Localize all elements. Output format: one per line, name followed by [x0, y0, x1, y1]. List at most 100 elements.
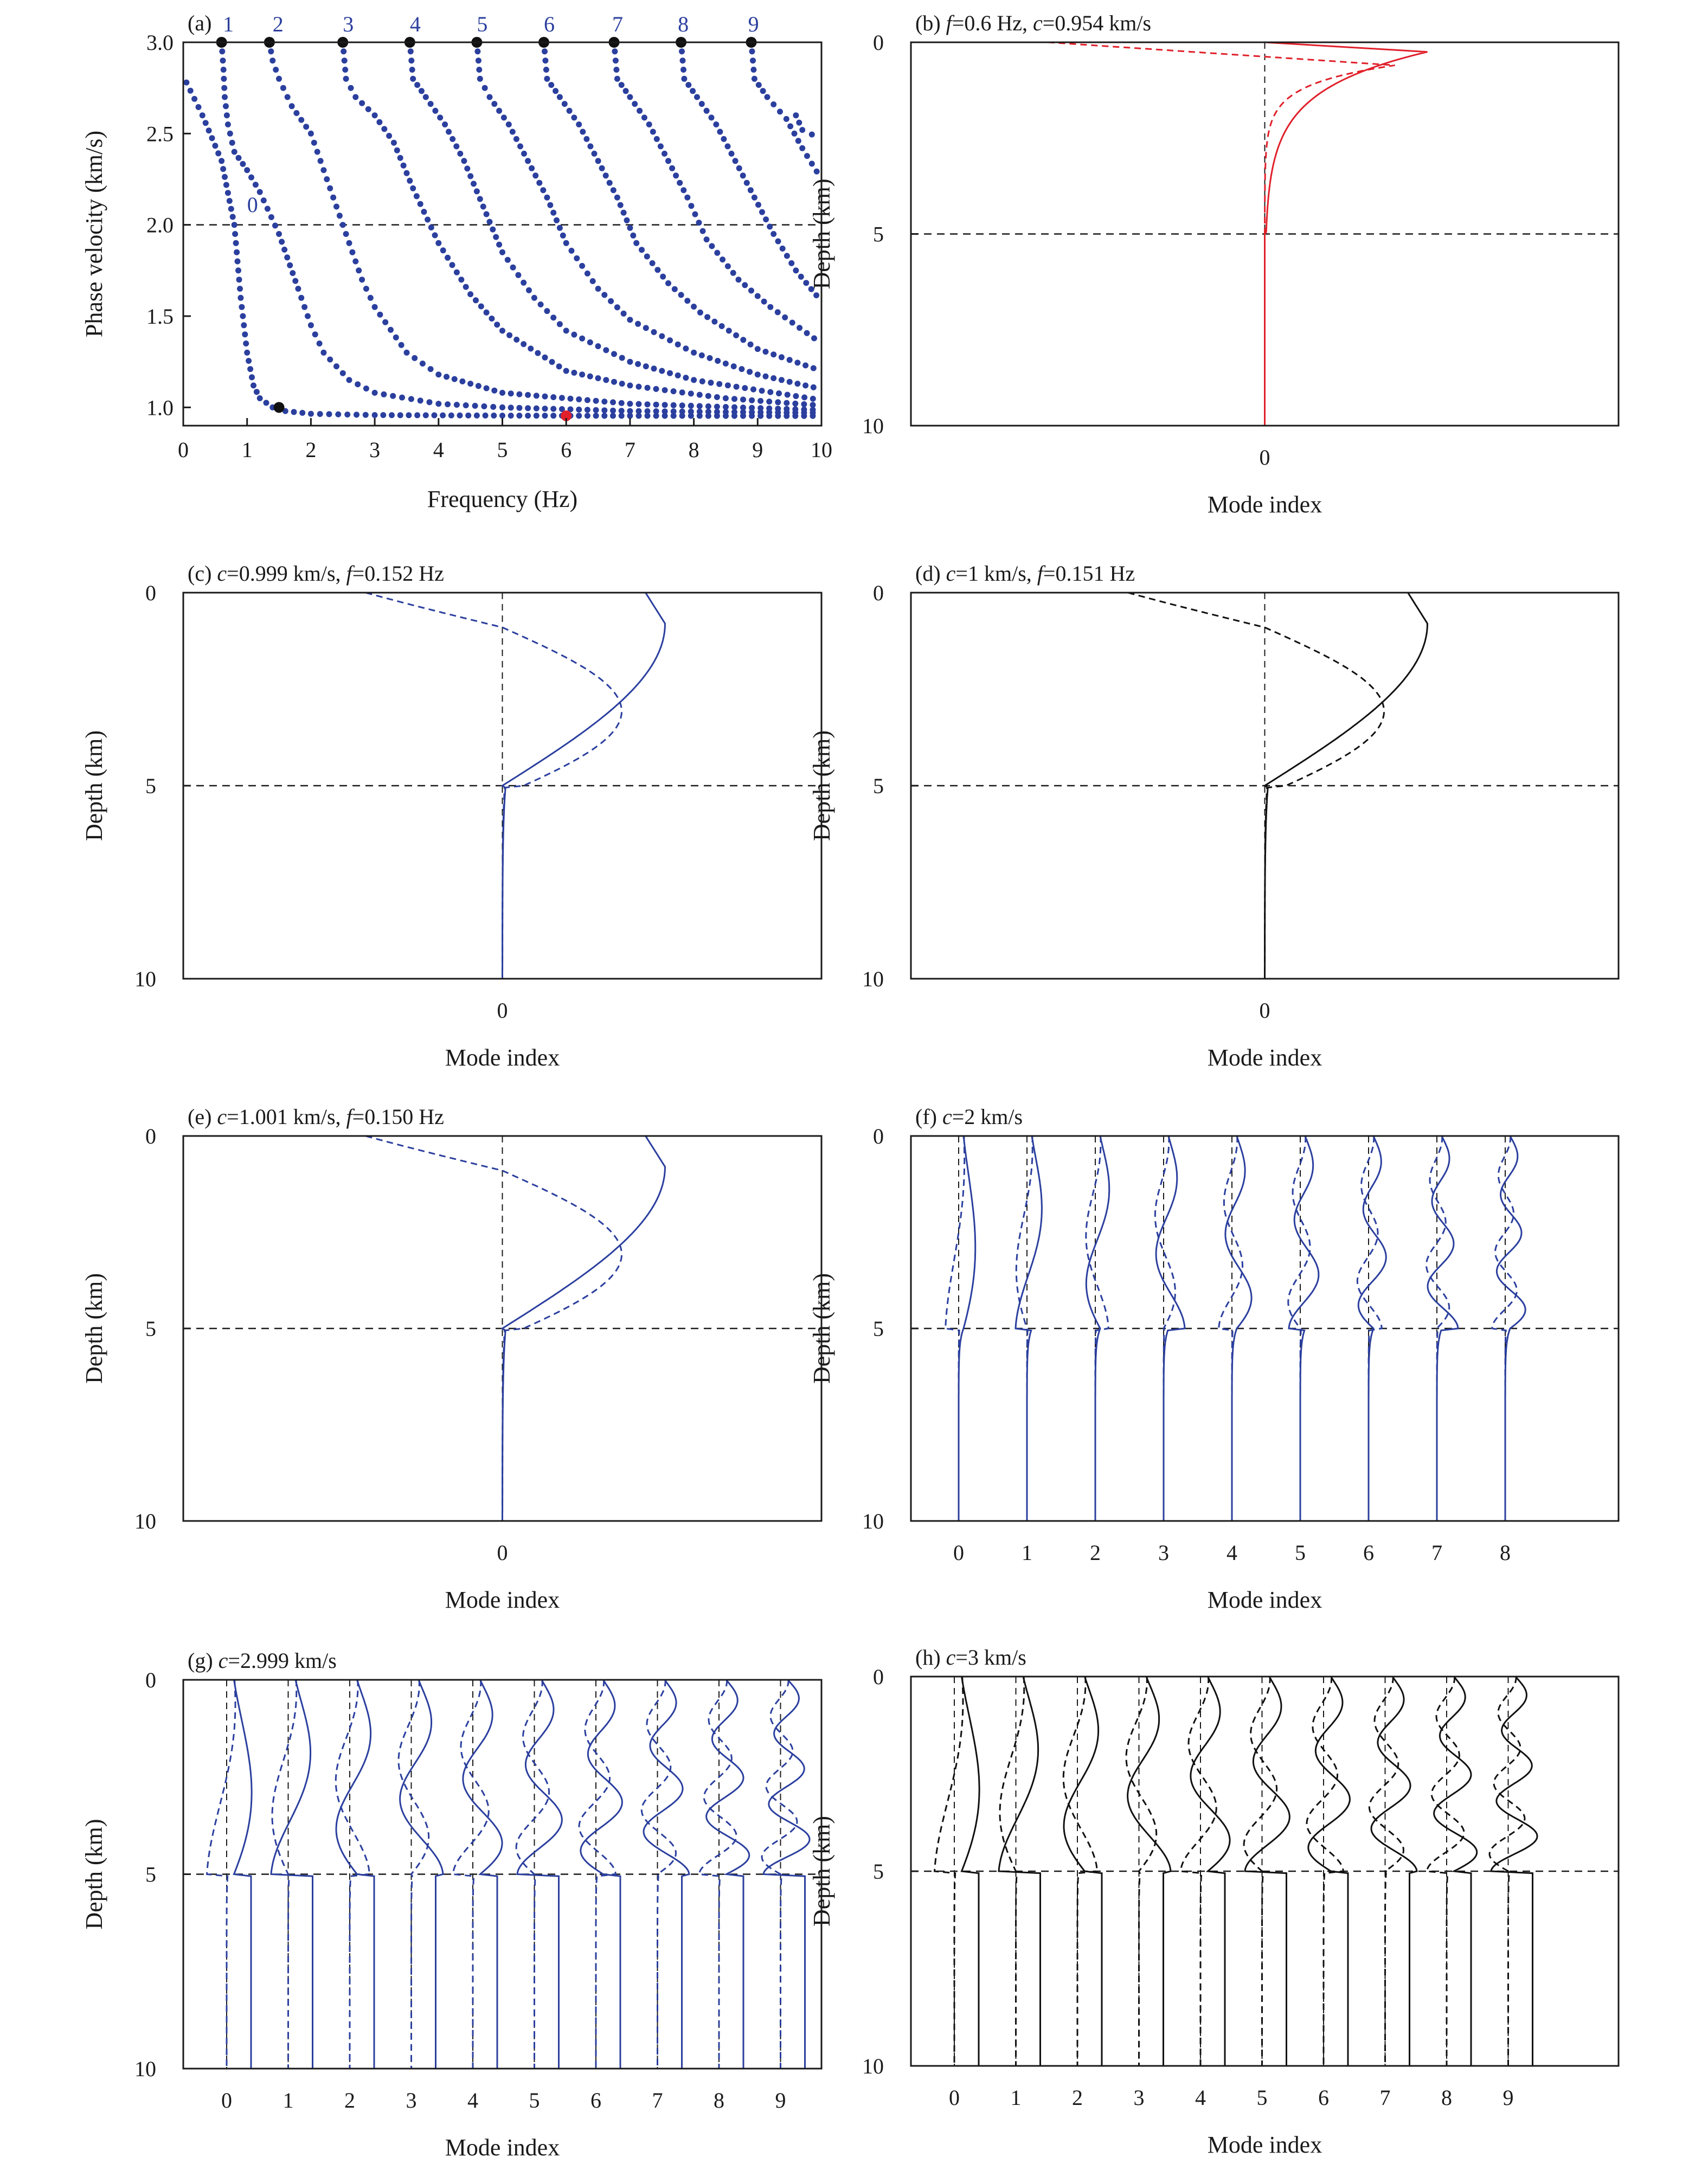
title-part: =0.150 Hz [352, 1105, 444, 1129]
data-point [288, 103, 295, 110]
y-tick-label: 5 [145, 774, 156, 798]
x-tick-label: 2 [1090, 1540, 1101, 1565]
data-point [750, 57, 756, 64]
data-point [234, 258, 241, 265]
data-point [709, 243, 715, 249]
data-point [755, 202, 761, 208]
data-point [486, 94, 493, 100]
data-point [566, 107, 573, 114]
data-point [281, 246, 288, 253]
data-point [311, 139, 317, 146]
data-point [336, 213, 343, 219]
data-point [489, 316, 495, 322]
mode-curve-dashed [397, 1679, 430, 2069]
data-point [480, 203, 486, 210]
x-axis-label: Mode index [445, 1044, 560, 1071]
data-point [595, 343, 601, 349]
data-point [292, 278, 299, 284]
data-point [333, 363, 339, 370]
data-point [782, 314, 788, 320]
data-point [669, 165, 676, 171]
data-point [584, 270, 590, 277]
data-point [784, 391, 791, 398]
data-point [618, 400, 625, 406]
data-point [533, 393, 540, 399]
data-point [635, 320, 641, 327]
data-point [457, 412, 463, 419]
data-point [414, 82, 421, 88]
series-mode-4 [407, 39, 816, 402]
data-point [742, 385, 748, 391]
mode-curve-solid [1014, 1135, 1043, 1521]
data-point [394, 147, 400, 153]
data-point [516, 413, 523, 419]
data-point [787, 123, 794, 130]
data-point [477, 196, 483, 202]
data-point [808, 160, 815, 167]
data-point [251, 382, 256, 389]
data-point [635, 408, 642, 414]
data-point [602, 172, 609, 179]
y-tick-label: 10 [862, 967, 884, 991]
data-point [627, 358, 633, 365]
data-point [264, 206, 271, 212]
data-point [662, 387, 668, 393]
data-point [637, 107, 643, 114]
data-point [770, 101, 777, 107]
data-point [643, 363, 649, 370]
data-point [388, 326, 394, 333]
data-point [417, 201, 423, 207]
data-point [688, 402, 694, 409]
data-point [491, 387, 498, 394]
title-part: c [946, 561, 956, 586]
y-tick-label: 1.5 [146, 304, 174, 329]
data-point [692, 211, 698, 217]
data-point [777, 108, 783, 115]
mode-curve-dashed [1306, 1676, 1345, 2066]
data-point [418, 88, 425, 94]
data-point [619, 355, 625, 361]
data-point [714, 249, 721, 256]
series-mode-8 [678, 39, 820, 299]
data-point [246, 358, 252, 364]
y-tick-label: 5 [873, 1859, 884, 1884]
data-point [508, 390, 514, 397]
data-point [508, 413, 514, 419]
data-point [461, 158, 467, 164]
x-tick-label: 8 [1441, 2085, 1452, 2110]
data-point [432, 232, 438, 239]
data-point [810, 365, 817, 371]
data-point [341, 57, 348, 64]
data-point [576, 406, 582, 413]
data-point [736, 165, 742, 171]
data-point [467, 381, 474, 387]
data-point [646, 121, 652, 127]
data-point [491, 101, 498, 107]
y-tick-label: 0 [145, 1124, 156, 1148]
mode-curve-dashed [1425, 1135, 1450, 1521]
data-point [229, 214, 236, 220]
title-part: c [219, 1648, 228, 1673]
data-point [412, 355, 418, 361]
mode-curve-dashed [1488, 1677, 1526, 2066]
data-point [579, 371, 586, 378]
data-point [330, 194, 337, 201]
data-point [516, 405, 523, 411]
data-point [614, 304, 620, 311]
data-point [703, 236, 710, 243]
data-point [326, 411, 332, 418]
data-point [435, 371, 442, 378]
title-part: (h) [915, 1645, 946, 1670]
data-point [448, 412, 454, 419]
data-point [732, 158, 739, 164]
data-point [751, 194, 757, 201]
data-point [717, 129, 723, 135]
data-point [513, 336, 520, 343]
panel-title: (g) c=2.999 km/s [188, 1648, 337, 1673]
data-point [440, 412, 446, 419]
data-point [221, 85, 228, 91]
data-point [227, 130, 233, 137]
data-point [759, 388, 765, 394]
data-point [490, 403, 497, 410]
data-point [612, 57, 619, 64]
